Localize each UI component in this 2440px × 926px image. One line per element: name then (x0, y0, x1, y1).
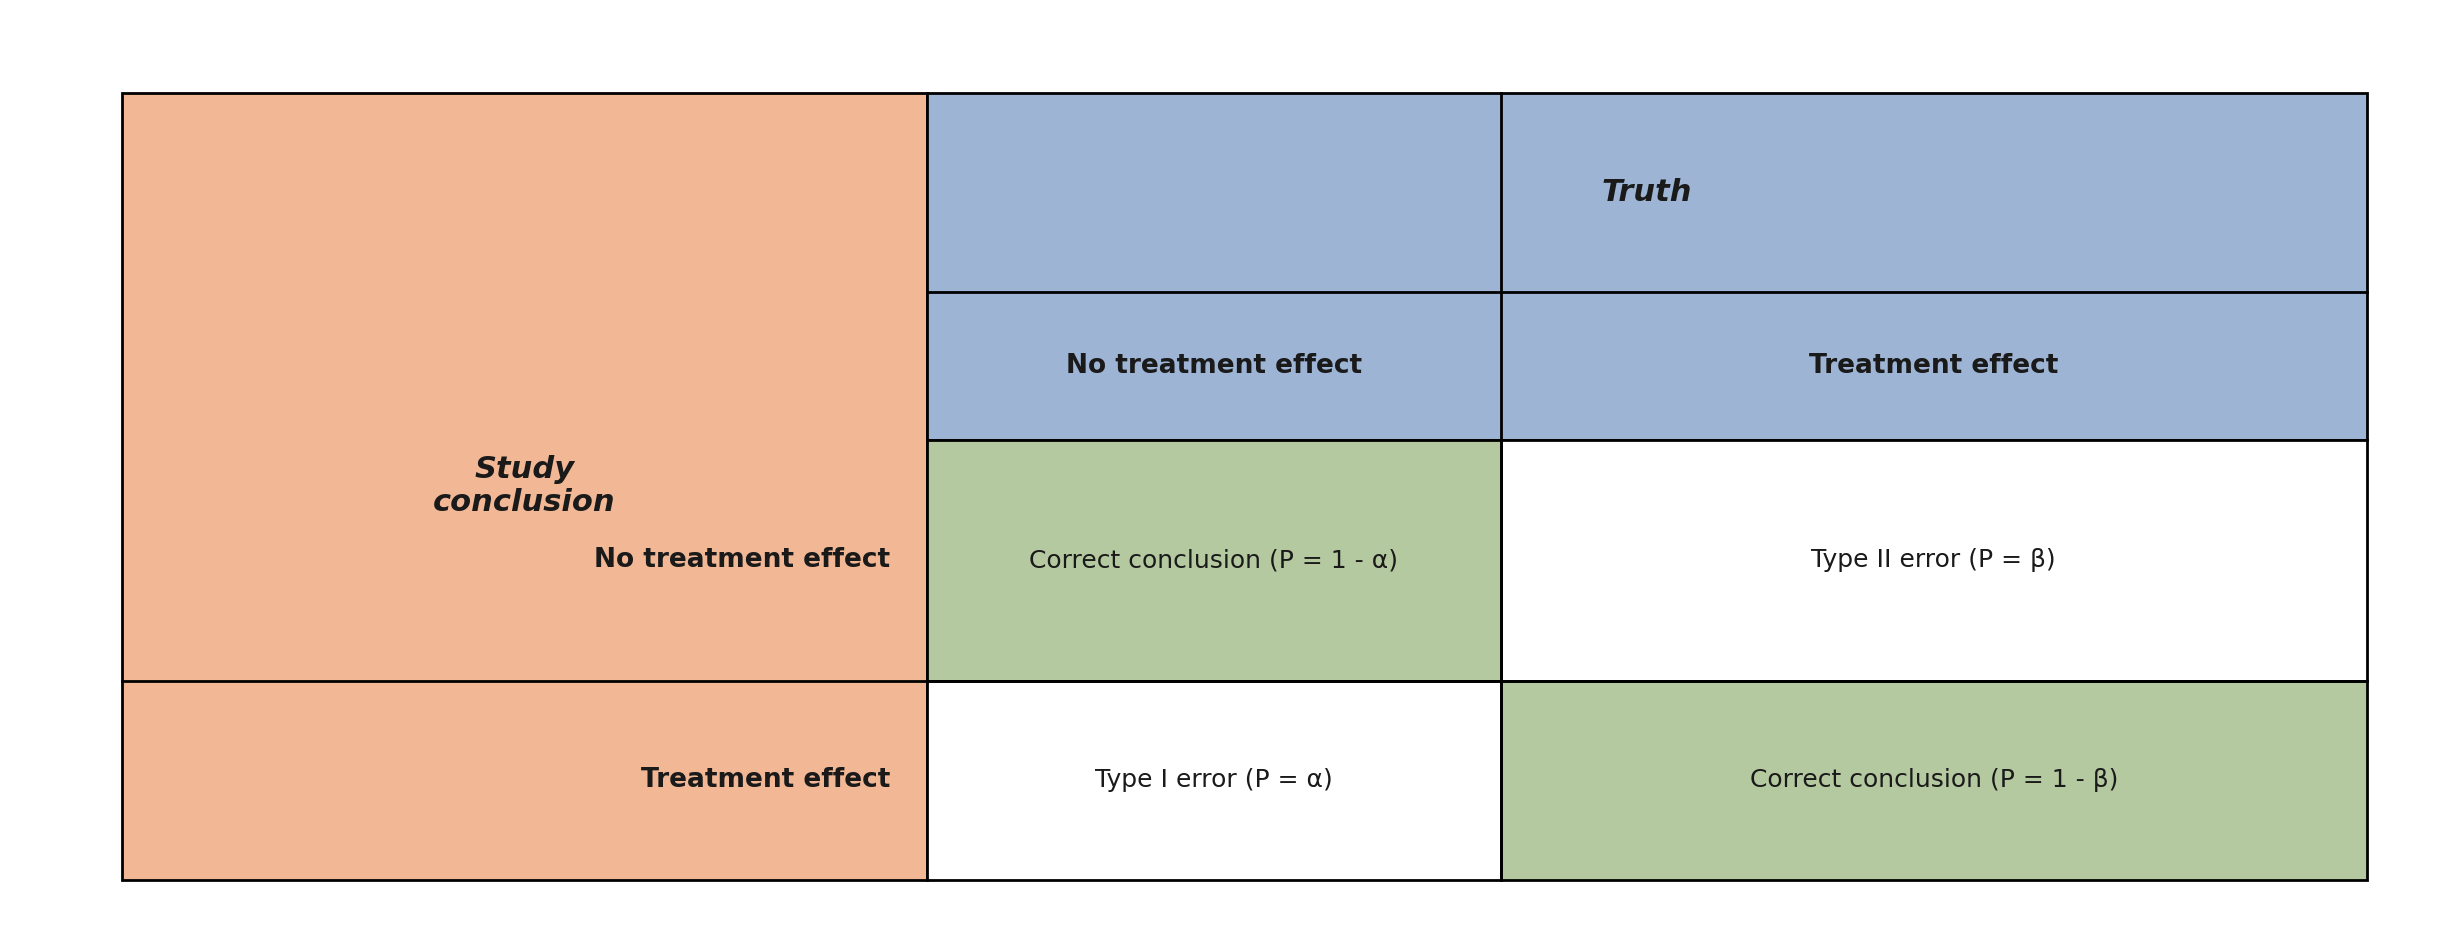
Text: Treatment effect: Treatment effect (1808, 353, 2059, 379)
Text: Correct conclusion (P = 1 - β): Correct conclusion (P = 1 - β) (1749, 769, 2118, 792)
Text: Study
conclusion: Study conclusion (434, 455, 615, 518)
Text: Truth: Truth (1601, 178, 1693, 206)
Text: No treatment effect: No treatment effect (1066, 353, 1362, 379)
Text: Treatment effect: Treatment effect (642, 767, 891, 794)
Text: Type I error (P = α): Type I error (P = α) (1096, 769, 1332, 792)
Bar (1501, 681, 2367, 880)
Text: No treatment effect: No treatment effect (595, 547, 891, 573)
Bar (927, 93, 2367, 440)
Text: Type II error (P = β): Type II error (P = β) (1810, 548, 2057, 572)
Bar (1501, 440, 2367, 681)
Bar (927, 440, 1501, 681)
Bar (122, 93, 927, 880)
Bar (927, 681, 1501, 880)
Text: Correct conclusion (P = 1 - α): Correct conclusion (P = 1 - α) (1030, 548, 1398, 572)
